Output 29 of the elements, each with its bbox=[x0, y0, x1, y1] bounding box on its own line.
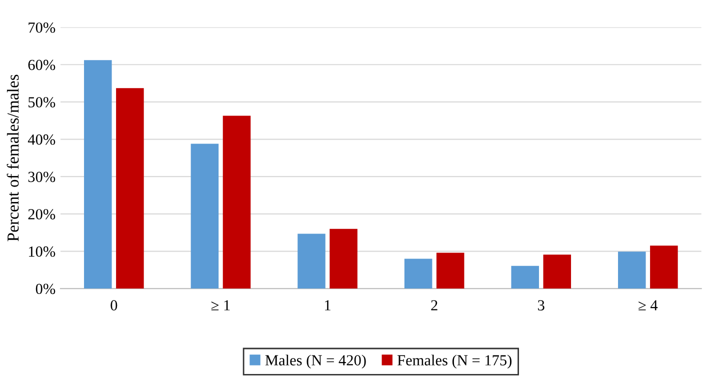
bar bbox=[511, 266, 539, 289]
y-tick-label: 40% bbox=[28, 134, 56, 145]
bar bbox=[404, 258, 432, 289]
y-tick-label: 50% bbox=[28, 97, 56, 108]
x-tick-label: ≥ 4 bbox=[638, 300, 658, 310]
x-tick-label: 2 bbox=[431, 300, 438, 310]
bar bbox=[222, 116, 251, 289]
legend-label: Males (N = 420) bbox=[265, 354, 366, 369]
bar bbox=[650, 246, 678, 289]
y-tick-label: 20% bbox=[28, 209, 56, 220]
bar bbox=[298, 234, 326, 289]
y-tick-label: 0% bbox=[36, 284, 56, 294]
bar bbox=[543, 254, 572, 289]
y-tick-label: 70% bbox=[28, 22, 56, 33]
y-tick-label: 60% bbox=[28, 60, 56, 70]
bar bbox=[618, 252, 646, 289]
bar bbox=[84, 60, 112, 289]
x-tick-label: 1 bbox=[325, 300, 330, 310]
bar bbox=[190, 144, 219, 289]
legend-label: Females (N = 175) bbox=[397, 354, 512, 369]
bar bbox=[330, 228, 358, 289]
x-tick-label: ≥ 1 bbox=[211, 300, 230, 310]
bar bbox=[436, 252, 464, 289]
y-tick-label: 30% bbox=[28, 172, 56, 182]
bar bbox=[116, 88, 144, 289]
y-tick-label: 10% bbox=[29, 246, 56, 257]
x-tick-label: 0 bbox=[110, 300, 118, 310]
x-tick-label: 3 bbox=[538, 300, 544, 310]
y-axis-title: Percent of females/males bbox=[6, 74, 19, 242]
